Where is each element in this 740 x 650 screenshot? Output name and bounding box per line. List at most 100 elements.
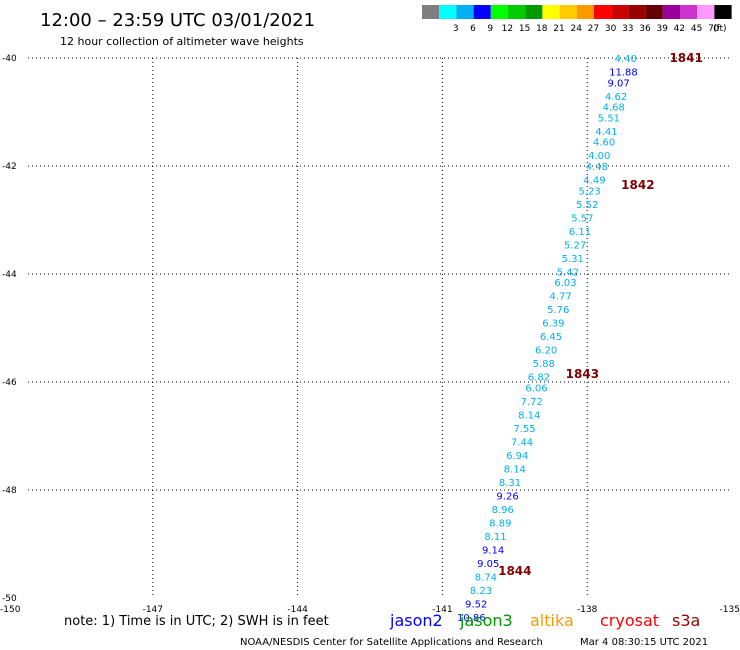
swh-data-label: 6.82 bbox=[528, 373, 550, 384]
scale-swatch bbox=[697, 5, 715, 19]
swh-data-label: 6.94 bbox=[506, 451, 528, 462]
swh-data-label: 10.86 bbox=[457, 613, 486, 624]
timestamp-text: Mar 4 08:30:15 UTC 2021 bbox=[580, 637, 708, 648]
satellite-legend-jason3: jason3 bbox=[459, 611, 513, 630]
swh-data-label: 8.23 bbox=[470, 586, 492, 597]
swh-data-label: 4.41 bbox=[595, 127, 617, 138]
swh-data-label: 8.74 bbox=[475, 572, 497, 583]
satellite-legend-altika: altika bbox=[530, 611, 574, 630]
swh-data-label: 9.05 bbox=[477, 559, 499, 570]
y-tick-label: -44 bbox=[2, 270, 17, 280]
swh-data-label: 8.14 bbox=[518, 410, 540, 421]
swh-data-label: 5.23 bbox=[578, 186, 600, 197]
swh-data-label: 9.07 bbox=[607, 78, 629, 89]
scale-tick-label: 45 bbox=[691, 24, 702, 34]
scale-swatch bbox=[628, 5, 646, 19]
swh-data-label: 5.42 bbox=[557, 267, 579, 278]
color-scale-legend: 3 6 9 12 15 18 21 24 27 30 33 36 39 42 45 70 bbox=[422, 5, 732, 34]
y-tick-label: -50 bbox=[2, 594, 17, 604]
swh-data-label: 9.52 bbox=[465, 599, 487, 610]
scale-swatch bbox=[422, 5, 440, 19]
swh-data-label: 4.49 bbox=[583, 176, 605, 187]
swh-data-label: 8.11 bbox=[484, 532, 506, 543]
scale-tick-label: 36 bbox=[639, 24, 651, 34]
scale-swatch bbox=[662, 5, 680, 19]
scale-swatch bbox=[490, 5, 508, 19]
swh-data-label: 6.39 bbox=[542, 319, 564, 330]
x-tick-label: -135 bbox=[720, 605, 740, 615]
swh-data-label: 5.57 bbox=[571, 213, 593, 224]
scale-tick-label: 18 bbox=[536, 24, 548, 34]
swh-data-label: 5.76 bbox=[547, 305, 569, 316]
time-label: 1841 bbox=[669, 51, 702, 65]
y-tick-label: -42 bbox=[2, 162, 17, 172]
swh-data-label: 9.14 bbox=[482, 545, 504, 556]
scale-swatch bbox=[594, 5, 612, 19]
swh-data-label: 6.11 bbox=[569, 227, 591, 238]
time-labels: 1841 1842 1843 1844 bbox=[498, 51, 703, 578]
time-label: 1843 bbox=[566, 367, 599, 381]
y-tick-label: -46 bbox=[2, 378, 17, 388]
x-tick-label: -138 bbox=[577, 605, 598, 615]
scale-swatch bbox=[714, 5, 732, 19]
scale-tick-label: 15 bbox=[519, 24, 530, 34]
scale-tick-label: 24 bbox=[570, 24, 582, 34]
swh-data-label: 4.00 bbox=[588, 151, 610, 162]
swh-data-label: 4.62 bbox=[605, 92, 627, 103]
swh-data-label: 6.45 bbox=[540, 332, 562, 343]
x-tick-label: -150 bbox=[0, 605, 21, 615]
scale-tick-label: 39 bbox=[656, 24, 668, 34]
scale-swatch bbox=[680, 5, 698, 19]
satellite-legend-jason2: jason2 bbox=[389, 611, 443, 630]
swh-data-label: 5.27 bbox=[564, 240, 586, 251]
scale-tick-label: 42 bbox=[674, 24, 685, 34]
chart-title: 12:00 – 23:59 UTC 03/01/2021 bbox=[40, 10, 315, 31]
scale-swatch bbox=[611, 5, 629, 19]
scale-swatch bbox=[456, 5, 474, 19]
scale-unit-label: (ft) bbox=[713, 24, 727, 34]
swh-data-label: 4.68 bbox=[603, 103, 625, 114]
units-note: note: 1) Time is in UTC; 2) SWH is in fe… bbox=[64, 614, 329, 629]
y-tick-labels: -40 -42 -44 -46 -48 -50 bbox=[2, 54, 17, 604]
scale-swatch bbox=[559, 5, 577, 19]
scale-swatch bbox=[542, 5, 560, 19]
scale-tick-label: 70 bbox=[708, 24, 720, 34]
scale-tick-label: 6 bbox=[470, 24, 476, 34]
x-tick-label: -141 bbox=[432, 605, 452, 615]
swh-data-label: 9.26 bbox=[496, 491, 518, 502]
scale-tick-label: 12 bbox=[502, 24, 513, 34]
swh-data-label: 6.20 bbox=[535, 346, 557, 357]
scale-tick-label: 9 bbox=[487, 24, 493, 34]
grid-lines bbox=[28, 57, 732, 598]
scale-swatch bbox=[473, 5, 491, 19]
x-tick-labels: -150 -147 -144 -141 -138 -135 bbox=[0, 605, 740, 615]
y-tick-label: -40 bbox=[2, 54, 17, 64]
time-label: 1842 bbox=[621, 178, 654, 192]
scale-swatch bbox=[576, 5, 594, 19]
swh-data-label: 4.77 bbox=[550, 292, 572, 303]
time-label: 1844 bbox=[498, 564, 531, 578]
swh-data-label: 8.96 bbox=[492, 505, 514, 516]
swh-data-label: 5.51 bbox=[598, 113, 620, 124]
satellite-legend-s3a: s3a bbox=[672, 611, 700, 630]
swh-data-label: 6.03 bbox=[554, 278, 576, 289]
swh-data-label: 4.40 bbox=[615, 54, 637, 65]
scale-swatch bbox=[508, 5, 526, 19]
swh-data-label: 5.52 bbox=[576, 200, 598, 211]
satellite-legend-cryosat: cryosat bbox=[600, 611, 659, 630]
x-tick-label: -147 bbox=[143, 605, 163, 615]
scale-swatch bbox=[645, 5, 663, 19]
scale-tick-label: 27 bbox=[588, 24, 599, 34]
chart-subtitle: 12 hour collection of altimeter wave hei… bbox=[60, 35, 304, 48]
swh-data-label: 4.48 bbox=[586, 162, 608, 173]
swh-data-label: 6.06 bbox=[525, 383, 547, 394]
scale-tick-label: 30 bbox=[605, 24, 617, 34]
swh-data-label: 5.88 bbox=[533, 359, 555, 370]
y-tick-label: -48 bbox=[2, 486, 17, 496]
swh-data-label: 7.44 bbox=[511, 437, 533, 448]
scale-swatch bbox=[525, 5, 543, 19]
swh-data-label: 11.88 bbox=[609, 68, 638, 79]
swh-data-label: 8.14 bbox=[504, 464, 526, 475]
scale-tick-label: 21 bbox=[553, 24, 564, 34]
